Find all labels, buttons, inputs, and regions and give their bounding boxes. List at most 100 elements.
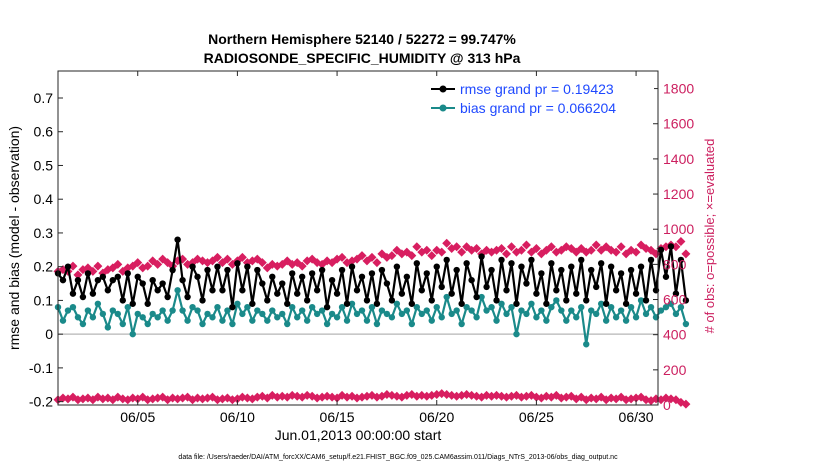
bias-marker <box>358 307 366 314</box>
obs-possible-marker <box>93 261 103 271</box>
rmse-marker <box>558 266 565 274</box>
bias-marker <box>393 300 401 307</box>
rmse-marker <box>563 297 570 304</box>
obs-possible-marker <box>546 242 556 252</box>
rmse-marker <box>553 287 560 294</box>
obs-possible-marker <box>372 258 382 268</box>
bias-marker <box>308 303 316 311</box>
obs-possible-marker <box>681 249 691 259</box>
bias-marker <box>523 310 530 318</box>
obs-possible-marker <box>407 251 417 261</box>
obs-possible-marker <box>402 247 412 257</box>
rmse-marker <box>184 293 191 301</box>
x-axis-label: Jun.01,2013 00:00:00 start <box>275 427 442 443</box>
rmse-marker <box>493 297 500 304</box>
bias-marker <box>303 317 311 324</box>
bias-marker <box>64 307 72 314</box>
bias-marker <box>632 314 640 321</box>
plot-frame <box>57 70 659 406</box>
y-tick-label: 0.4 <box>34 191 54 207</box>
y2-tick-label: 1800 <box>663 81 694 97</box>
obs-possible-marker <box>332 254 342 264</box>
chart-title: Northern Hemisphere 52140 / 52272 = 99.7… <box>208 31 516 47</box>
bias-marker <box>199 320 206 328</box>
bias-marker <box>114 310 122 318</box>
obs-possible-marker <box>457 247 467 257</box>
rmse-marker <box>642 297 650 304</box>
rmse-marker <box>129 300 136 307</box>
bias-marker <box>602 317 610 324</box>
bias-marker <box>343 317 351 324</box>
rmse-marker <box>284 300 291 307</box>
bias-marker <box>458 320 465 328</box>
rmse-marker <box>204 266 211 274</box>
bias-marker <box>279 310 286 318</box>
rmse-marker <box>358 273 366 280</box>
rmse-marker <box>259 280 266 287</box>
bias-marker <box>189 303 196 311</box>
rmse-marker <box>338 266 346 274</box>
obs-possible-marker <box>357 251 367 261</box>
obs-possible-marker <box>337 252 347 262</box>
bias-marker <box>144 320 151 328</box>
rmse-marker <box>333 290 341 297</box>
obs-possible-marker <box>113 259 123 269</box>
rmse-marker <box>348 263 356 270</box>
bias-marker <box>313 310 321 318</box>
bias-marker <box>373 320 381 328</box>
rmse-marker <box>99 273 107 280</box>
y-axis-label: rmse and bias (model - observation) <box>6 126 22 350</box>
bias-marker <box>323 320 331 328</box>
y2-tick-label: 1400 <box>663 151 694 167</box>
rmse-marker <box>94 276 102 284</box>
rmse-marker <box>468 276 475 284</box>
bias-marker <box>677 303 685 311</box>
obs-possible-marker <box>143 261 153 271</box>
rmse-marker <box>269 273 276 280</box>
rmse-marker <box>209 287 216 294</box>
bias-marker <box>508 303 515 311</box>
bias-marker <box>219 317 226 324</box>
x-tick-label: 06/10 <box>220 409 255 425</box>
rmse-marker <box>368 270 376 277</box>
bias-marker <box>383 310 391 318</box>
bias-marker <box>593 310 600 318</box>
rmse-marker <box>453 266 460 274</box>
rmse-marker <box>523 280 530 287</box>
rmse-marker <box>647 256 655 264</box>
bias-marker <box>423 307 430 314</box>
bias-marker <box>647 303 655 311</box>
bias-marker <box>498 300 505 307</box>
rmse-marker <box>59 276 67 284</box>
bias-marker <box>254 307 261 314</box>
rmse-marker <box>627 266 635 274</box>
rmse-marker <box>164 293 171 301</box>
y2-tick-label: 600 <box>663 292 687 308</box>
rmse-marker <box>593 283 600 291</box>
rmse-marker <box>433 263 440 270</box>
bias-marker <box>503 310 510 318</box>
rmse-marker <box>199 297 206 304</box>
bias-marker <box>443 293 450 301</box>
bias-marker <box>398 310 406 318</box>
rmse-marker <box>617 270 625 277</box>
bias-marker <box>184 317 191 324</box>
bias-marker <box>124 303 131 311</box>
bias-marker <box>59 317 67 324</box>
rmse-marker <box>543 300 550 307</box>
y2-axis-label: # of obs: o=possible; ×=evaluated <box>702 139 717 334</box>
x-tick-label: 06/30 <box>619 409 654 425</box>
rmse-marker <box>214 263 221 270</box>
bias-marker <box>214 303 221 311</box>
obs-evaluated-marker <box>58 393 68 403</box>
obs-possible-marker <box>497 244 507 254</box>
rmse-marker <box>677 256 685 264</box>
bias-marker <box>259 310 266 318</box>
obs-possible-marker <box>591 240 601 250</box>
rmse-marker <box>473 293 480 301</box>
obs-possible-marker <box>352 254 362 264</box>
bias-marker <box>617 307 625 314</box>
bias-marker <box>433 303 440 311</box>
bias-marker <box>204 310 211 318</box>
bias-marker <box>139 314 146 321</box>
